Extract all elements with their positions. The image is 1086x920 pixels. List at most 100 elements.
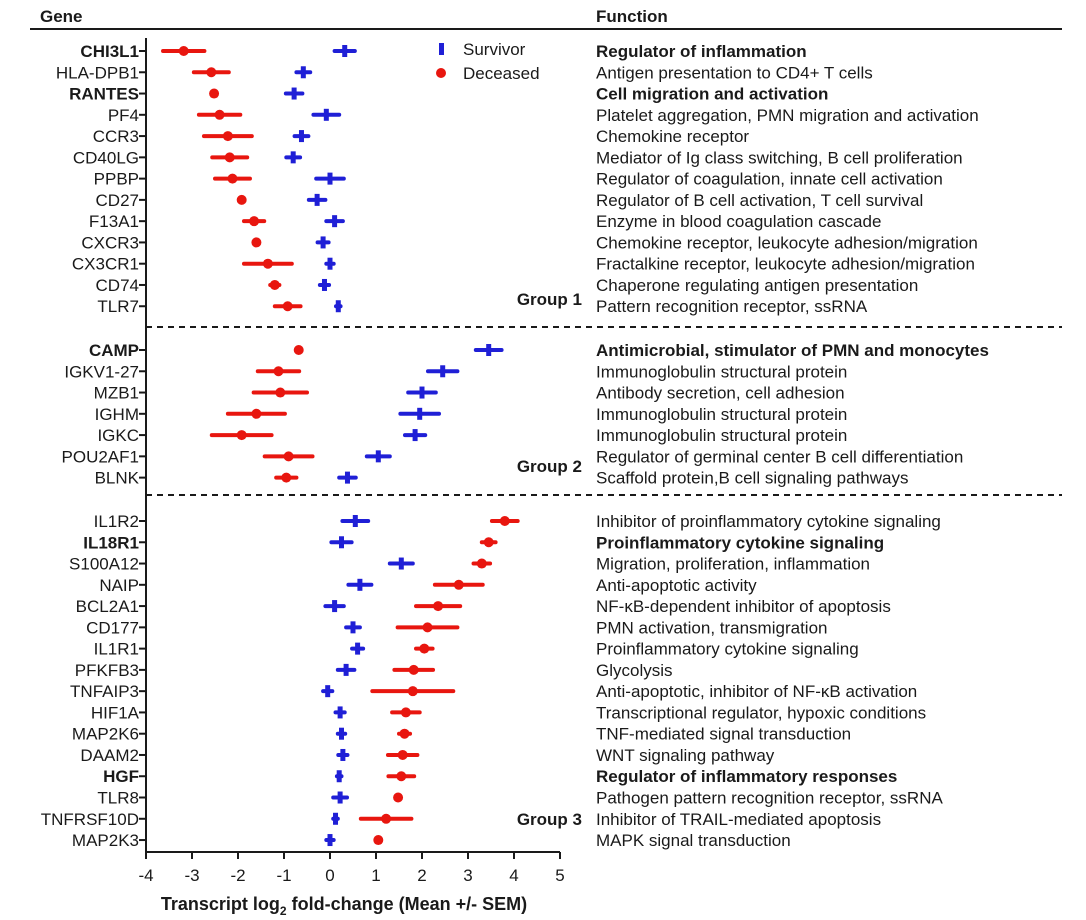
gene-row: PF4 Platelet aggregation, PMN migration a… bbox=[108, 106, 979, 125]
x-tick-label: 3 bbox=[463, 866, 472, 885]
gene-row: IGKC Immunoglobulin structural protein bbox=[97, 426, 847, 445]
gene-label: TLR8 bbox=[97, 789, 139, 808]
group-3-label: Group 3 bbox=[517, 810, 582, 829]
function-label: Immunoglobulin structural protein bbox=[596, 405, 847, 424]
deceased-mean-marker bbox=[269, 279, 280, 290]
gene-row: DAAM2 WNT signaling pathway bbox=[80, 746, 774, 765]
function-label: Chaperone regulating antigen presentatio… bbox=[596, 276, 918, 295]
gene-row: IGHM Immunoglobulin structural protein bbox=[95, 405, 848, 424]
gene-label: TNFRSF10D bbox=[41, 810, 139, 829]
gene-row: NAIP Anti-apoptotic activity bbox=[99, 576, 757, 595]
gene-row: POU2AF1 Regulator of germinal center B ce… bbox=[62, 447, 964, 466]
survivor-mean-marker bbox=[291, 87, 297, 100]
survivor-mean-marker bbox=[323, 108, 329, 121]
gene-label: MAP2K3 bbox=[72, 831, 139, 850]
gene-label: IGKV1-27 bbox=[64, 362, 139, 381]
x-tick-label: -1 bbox=[276, 866, 291, 885]
deceased-mean-marker bbox=[381, 813, 392, 824]
function-label: Regulator of germinal center B cell diff… bbox=[596, 447, 963, 466]
deceased-mean-marker bbox=[224, 152, 235, 163]
function-label: Proinflammatory cytokine signaling bbox=[596, 533, 884, 552]
function-label: Platelet aggregation, PMN migration and … bbox=[596, 106, 979, 125]
gene-label: IL1R1 bbox=[94, 640, 139, 659]
function-column-header: Function bbox=[596, 7, 668, 26]
gene-row: CCR3 Chemokine receptor bbox=[93, 127, 750, 146]
survivor-mean-marker bbox=[412, 429, 418, 442]
function-label: Enzyme in blood coagulation cascade bbox=[596, 212, 881, 231]
gene-row: HIF1A Transcriptional regulator, hypoxic … bbox=[91, 703, 926, 722]
gene-label: PF4 bbox=[108, 106, 139, 125]
gene-row: PFKFB3 Glycolysis bbox=[75, 661, 673, 680]
function-label: Cell migration and activation bbox=[596, 85, 828, 104]
survivor-mean-marker bbox=[440, 365, 446, 378]
function-label: Anti-apoptotic, inhibitor of NF-κB activ… bbox=[596, 682, 917, 701]
survivor-mean-marker bbox=[333, 812, 339, 825]
gene-label: DAAM2 bbox=[80, 746, 139, 765]
group-2-label: Group 2 bbox=[517, 457, 582, 476]
deceased-mean-marker bbox=[396, 771, 407, 782]
deceased-mean-marker bbox=[293, 345, 304, 355]
gene-row: IL18R1 Proinflammatory cytokine signaling bbox=[83, 533, 884, 552]
function-label: Immunoglobulin structural protein bbox=[596, 426, 847, 445]
x-tick-label: -2 bbox=[230, 866, 245, 885]
survivor-mean-marker bbox=[350, 621, 356, 634]
gene-label: IL18R1 bbox=[83, 533, 139, 552]
deceased-mean-marker bbox=[422, 622, 433, 633]
gene-label: IGKC bbox=[97, 426, 139, 445]
deceased-mean-marker bbox=[476, 558, 487, 569]
survivor-mean-marker bbox=[419, 386, 425, 399]
gene-row: IL1R2 Inhibitor of proinflammatory cytoki… bbox=[94, 512, 941, 531]
deceased-mean-marker bbox=[222, 131, 233, 142]
function-label: Proinflammatory cytokine signaling bbox=[596, 640, 859, 659]
gene-row: BCL2A1 NF-κB-dependent inhibitor of apopt… bbox=[76, 597, 891, 616]
survivor-mean-marker bbox=[336, 770, 342, 783]
x-tick-label: 2 bbox=[417, 866, 426, 885]
survivor-mean-marker bbox=[340, 748, 346, 761]
gene-row: CX3CR1 Fractalkine receptor, leukocyte ad… bbox=[72, 255, 975, 274]
function-label: WNT signaling pathway bbox=[596, 746, 775, 765]
survivor-mean-marker bbox=[352, 515, 358, 527]
gene-label: PFKFB3 bbox=[75, 661, 139, 680]
gene-row: BLNK Scaffold protein,B cell signaling pa… bbox=[95, 469, 909, 488]
deceased-mean-marker bbox=[209, 88, 220, 99]
gene-column-header: Gene bbox=[40, 7, 83, 26]
gene-label: BLNK bbox=[95, 469, 140, 488]
deceased-mean-marker bbox=[206, 67, 217, 78]
gene-row: TNFRSF10D Inhibitor of TRAIL-mediated apo… bbox=[41, 810, 881, 829]
function-label: Pattern recognition receptor, ssRNA bbox=[596, 297, 868, 316]
function-label: MAPK signal transduction bbox=[596, 831, 791, 850]
survivor-mean-marker bbox=[337, 706, 343, 719]
gene-row: RANTES Cell migration and activation bbox=[69, 85, 828, 104]
gene-label: CXCR3 bbox=[81, 233, 139, 252]
survivor-mean-marker bbox=[332, 215, 338, 228]
deceased-mean-marker bbox=[282, 301, 293, 312]
deceased-mean-marker bbox=[408, 664, 419, 675]
legend-survivor-label: Survivor bbox=[463, 40, 526, 59]
gene-row: S100A12 Migration, proliferation, inflamm… bbox=[69, 555, 870, 574]
x-tick-label: -3 bbox=[184, 866, 199, 885]
deceased-mean-marker bbox=[483, 537, 494, 548]
gene-label: TNFAIP3 bbox=[70, 682, 139, 701]
gene-row: CD40LG Mediator of Ig class switching, B … bbox=[73, 148, 963, 167]
x-axis-title-main: Transcript log bbox=[161, 894, 280, 914]
legend-deceased-marker bbox=[436, 68, 446, 78]
survivor-mean-marker bbox=[332, 600, 338, 613]
deceased-mean-marker bbox=[281, 472, 292, 483]
gene-label: S100A12 bbox=[69, 555, 139, 574]
deceased-mean-marker bbox=[397, 749, 408, 760]
gene-label: PPBP bbox=[94, 170, 139, 189]
x-axis: -4 -3 -2 -1 0 1 2 3 4 5 bbox=[138, 38, 565, 885]
deceased-mean-marker bbox=[453, 579, 464, 590]
deceased-mean-marker bbox=[283, 451, 294, 462]
x-axis-title-subscript: 2 bbox=[280, 904, 287, 918]
survivor-mean-marker bbox=[398, 557, 404, 570]
gene-row: F13A1 Enzyme in blood coagulation cascade bbox=[89, 212, 882, 231]
deceased-mean-marker bbox=[399, 728, 410, 739]
legend: Survivor Deceased bbox=[436, 40, 540, 83]
gene-row: TLR8 Pathogen pattern recognition recepto… bbox=[97, 789, 943, 808]
x-tick-label: 0 bbox=[325, 866, 334, 885]
function-label: Scaffold protein,B cell signaling pathwa… bbox=[596, 469, 908, 488]
survivor-mean-marker bbox=[355, 642, 361, 655]
function-label: Antigen presentation to CD4+ T cells bbox=[596, 63, 873, 82]
gene-label: CD74 bbox=[96, 276, 139, 295]
